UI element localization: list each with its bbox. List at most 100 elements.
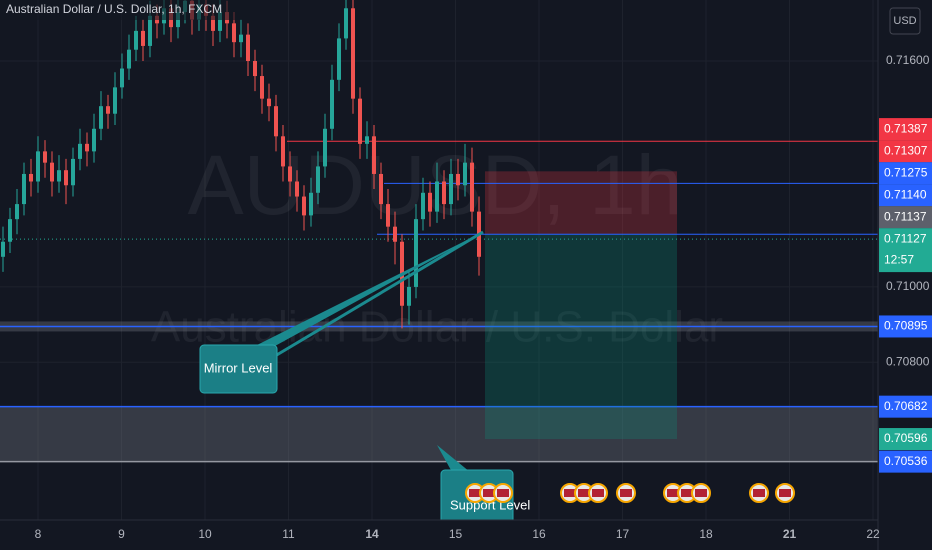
candle-body bbox=[113, 87, 117, 114]
candle-body bbox=[302, 196, 306, 216]
candle-body bbox=[99, 106, 103, 129]
price-countdown: 12:57 bbox=[884, 252, 914, 266]
price-tag-label: 0.71307 bbox=[884, 143, 928, 157]
x-tick-label: 11 bbox=[282, 527, 295, 541]
candle-body bbox=[344, 8, 348, 39]
candle-body bbox=[253, 60, 257, 77]
candle-body bbox=[8, 219, 12, 242]
title-backdrop bbox=[0, 0, 250, 20]
event-flag bbox=[753, 489, 765, 497]
y-tick-label: 0.71600 bbox=[886, 53, 930, 67]
price-tag-label: 0.70536 bbox=[884, 454, 928, 468]
candle-body bbox=[120, 68, 124, 88]
candle-body bbox=[85, 143, 89, 152]
candle-body bbox=[428, 192, 432, 212]
price-tag bbox=[879, 395, 932, 418]
price-tag bbox=[879, 228, 932, 273]
x-tick-label: 8 bbox=[35, 527, 42, 541]
price-tag-label: 0.70596 bbox=[884, 431, 928, 445]
price-tag-label: 0.71127 bbox=[884, 231, 927, 245]
candle-body bbox=[442, 181, 446, 205]
price-tag-label: 0.71387 bbox=[884, 121, 928, 135]
candle-body bbox=[449, 173, 453, 205]
callout-pointer-wedge bbox=[255, 232, 483, 346]
axis-layer: 0.71600 0.71000 0.70800 8 9 10 11 14 15 16 17 18 21 2… bbox=[35, 53, 932, 541]
currency-button-label: USD bbox=[893, 15, 916, 27]
y-tick-label: 0.70800 bbox=[886, 354, 930, 368]
currency-button[interactable] bbox=[889, 7, 921, 35]
candle-body bbox=[435, 181, 439, 212]
candle-body bbox=[309, 192, 313, 216]
event-flag bbox=[578, 489, 590, 497]
candle-body bbox=[288, 166, 292, 182]
price-tag-label: 0.70895 bbox=[884, 319, 928, 333]
candle-body bbox=[358, 98, 362, 144]
candle-body bbox=[470, 162, 474, 212]
candle-body bbox=[281, 136, 285, 167]
candle-body bbox=[337, 38, 341, 80]
event-flag bbox=[483, 489, 495, 497]
x-tick-label: 21 bbox=[783, 527, 797, 541]
x-tick-label: 16 bbox=[532, 527, 546, 541]
drawing-layer bbox=[0, 140, 878, 463]
x-tick-label: 9 bbox=[118, 527, 125, 541]
target-zone bbox=[485, 234, 677, 440]
candle-body bbox=[64, 170, 68, 186]
event-flag bbox=[681, 489, 693, 497]
candle-body bbox=[379, 173, 383, 205]
candle-body bbox=[29, 173, 33, 182]
chart-title: Australian Dollar / U.S. Dollar, 1h, FXC… bbox=[6, 2, 222, 16]
event-flag bbox=[564, 489, 576, 497]
x-tick-label: 15 bbox=[449, 527, 463, 541]
candle-body bbox=[267, 98, 271, 107]
candle-body bbox=[232, 23, 236, 43]
event-flag bbox=[592, 489, 604, 497]
price-tag bbox=[879, 206, 932, 229]
x-tick-label: 18 bbox=[699, 527, 713, 541]
y-tick-label: 0.71000 bbox=[886, 279, 930, 293]
event-flag bbox=[695, 489, 707, 497]
event-flag bbox=[779, 489, 791, 497]
candle-body bbox=[211, 15, 215, 31]
candle-body bbox=[330, 79, 334, 129]
price-tag-label: 0.71137 bbox=[884, 209, 927, 223]
x-tick-label: 10 bbox=[198, 527, 212, 541]
candle-body bbox=[1, 241, 5, 257]
candle-body bbox=[43, 151, 47, 163]
price-tag bbox=[879, 184, 932, 207]
price-tag bbox=[879, 450, 932, 473]
event-flag bbox=[469, 489, 481, 497]
callout-pointer-wedge bbox=[437, 445, 470, 472]
candle-body bbox=[316, 166, 320, 193]
candle-body bbox=[414, 219, 418, 287]
event-flag bbox=[620, 489, 632, 497]
price-tag-label: 0.70682 bbox=[884, 399, 928, 413]
candle-body bbox=[295, 181, 299, 197]
candle-body bbox=[260, 76, 264, 99]
candle-body bbox=[106, 106, 110, 114]
candle-body bbox=[421, 192, 425, 220]
event-layer bbox=[465, 483, 795, 503]
candle-body bbox=[127, 49, 131, 69]
candle-body bbox=[50, 162, 54, 182]
stop-zone bbox=[485, 171, 677, 235]
candle-body bbox=[239, 34, 243, 43]
candle-body bbox=[274, 106, 278, 137]
candle-body bbox=[22, 173, 26, 205]
callout-box[interactable] bbox=[199, 344, 278, 394]
candle-body bbox=[372, 136, 376, 174]
candle-body bbox=[393, 226, 397, 242]
x-tick-label: 17 bbox=[616, 527, 630, 541]
candle-body bbox=[365, 136, 369, 144]
candle-body bbox=[57, 170, 61, 182]
callout-text: Mirror Level bbox=[204, 360, 273, 375]
candle-body bbox=[218, 12, 222, 31]
candle-body bbox=[71, 158, 75, 186]
price-tag bbox=[879, 428, 932, 451]
candle-body bbox=[141, 30, 145, 46]
x-tick-label: 22 bbox=[866, 527, 880, 541]
support-zone bbox=[0, 406, 878, 462]
